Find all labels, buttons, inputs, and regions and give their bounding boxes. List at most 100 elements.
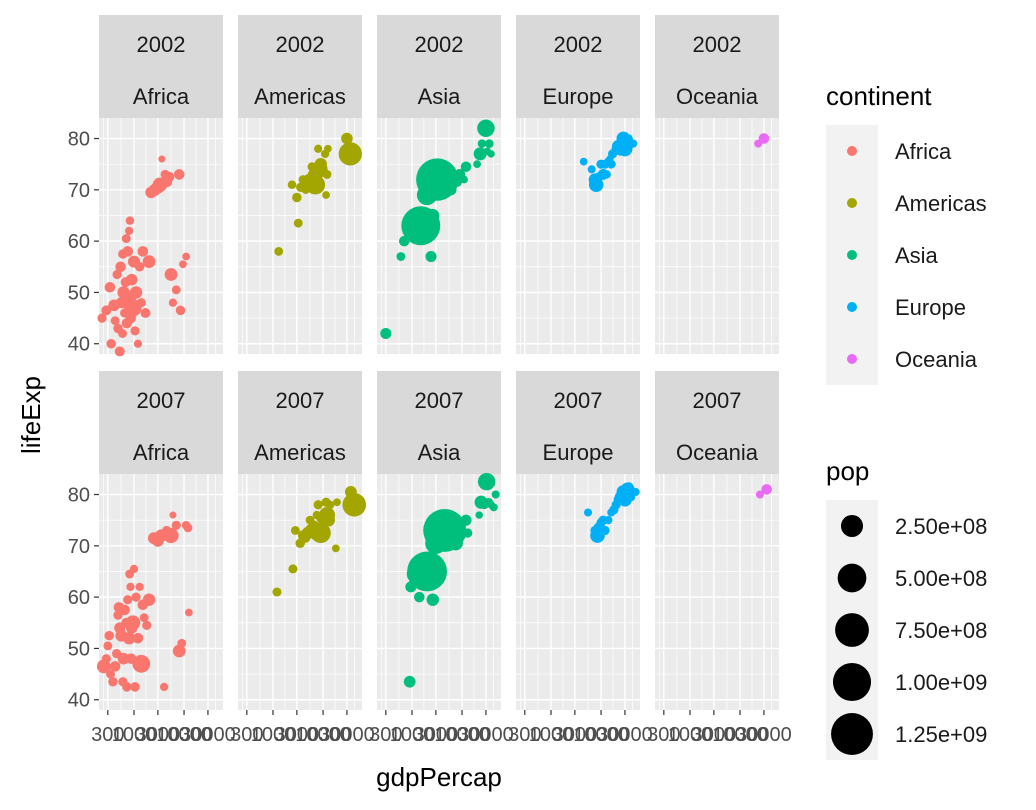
- facet-strip: [516, 15, 640, 118]
- facet-strip: [516, 371, 640, 474]
- data-point-americas: [317, 519, 329, 531]
- data-point-africa: [137, 246, 149, 257]
- facet-strip-continent: Oceania: [676, 440, 759, 465]
- legend-title-continent: continent: [826, 81, 932, 111]
- x-tick-label: 10000: [295, 724, 351, 746]
- facet-strip-continent: Asia: [418, 440, 462, 465]
- x-tick-label: 1000: [529, 724, 574, 746]
- data-point-asia: [475, 511, 483, 519]
- facet-strip: [99, 371, 223, 474]
- data-point-africa: [173, 169, 185, 180]
- data-point-asia: [450, 175, 459, 184]
- data-point-africa: [126, 582, 135, 592]
- data-point-americas: [293, 218, 303, 228]
- x-tick-label: 3000: [136, 724, 181, 746]
- panel-background: [516, 474, 640, 710]
- data-point-africa: [181, 521, 191, 530]
- legend-size-key: [835, 613, 869, 647]
- data-point-africa: [162, 525, 172, 536]
- data-point-americas: [288, 564, 298, 574]
- data-point-africa: [145, 186, 157, 199]
- data-point-africa: [109, 661, 121, 672]
- data-point-africa: [121, 234, 131, 244]
- data-point-asia: [491, 490, 500, 499]
- data-point-africa: [131, 592, 141, 602]
- data-point-oceania: [755, 490, 764, 499]
- data-point-europe: [600, 525, 610, 536]
- legend-label-americas: Americas: [895, 191, 987, 216]
- y-tick-label: 40: [68, 690, 90, 712]
- data-point-europe: [587, 165, 596, 174]
- data-point-africa: [139, 613, 149, 623]
- data-point-asia: [447, 535, 459, 547]
- panel-background: [99, 474, 223, 710]
- data-point-asia: [425, 250, 437, 263]
- data-point-europe: [594, 172, 604, 182]
- data-point-asia: [473, 160, 481, 169]
- x-tick-label: 10000: [573, 724, 629, 746]
- data-point-europe: [624, 482, 634, 492]
- data-point-asia: [473, 147, 487, 161]
- data-point-europe: [606, 155, 614, 163]
- legend-size-label: 7.50e+08: [895, 618, 987, 643]
- facet-panel-2007-oceania: 2007 Oceania: [655, 371, 779, 710]
- data-point-africa: [121, 617, 132, 628]
- x-tick-label: 30000: [319, 724, 375, 746]
- data-point-africa: [125, 216, 135, 225]
- data-point-africa: [129, 286, 143, 299]
- data-point-africa: [101, 305, 112, 316]
- legend-key-oceania: [847, 354, 857, 364]
- x-tick-label: 3000: [275, 724, 320, 746]
- legend-pop: pop 2.50e+08 5.00e+08 7.50e+08 1.00e+09 1.25e…: [826, 456, 987, 760]
- data-point-africa: [160, 169, 170, 180]
- data-point-americas: [310, 530, 320, 541]
- facet-strip: [99, 15, 223, 118]
- data-point-americas: [298, 175, 308, 185]
- data-point-asia: [403, 675, 416, 688]
- data-point-americas: [331, 544, 340, 553]
- data-point-africa: [172, 644, 186, 658]
- y-axis-title: lifeExp: [16, 376, 46, 454]
- x-tick-label: 10000: [156, 724, 212, 746]
- data-point-europe: [579, 157, 588, 166]
- facet-panel-2007-africa: 2007 Africa: [96, 371, 223, 710]
- x-axis-title: gdpPercap: [376, 762, 502, 792]
- facet-strip-year: 2007: [137, 388, 186, 413]
- data-point-asia: [445, 184, 457, 196]
- data-point-asia: [380, 327, 392, 340]
- data-point-africa: [120, 277, 131, 288]
- data-point-africa: [162, 177, 173, 188]
- data-point-africa: [158, 155, 166, 163]
- data-point-africa: [123, 595, 133, 605]
- x-tick-label: 300: [369, 724, 402, 746]
- data-point-europe: [629, 139, 638, 148]
- y-tick-label: 60: [68, 587, 90, 609]
- data-point-africa: [182, 252, 190, 261]
- data-point-americas: [290, 525, 300, 535]
- data-point-americas: [301, 533, 311, 543]
- data-point-africa: [164, 268, 178, 281]
- data-point-asia: [426, 593, 439, 606]
- data-point-asia: [487, 500, 495, 509]
- legend-key-americas: [847, 198, 857, 208]
- facet-strip: [238, 15, 362, 118]
- x-tick-label: 30000: [180, 724, 236, 746]
- x-tick-label: 30000: [597, 724, 653, 746]
- x-tick-label: 300: [508, 724, 541, 746]
- data-point-africa: [97, 313, 107, 323]
- data-point-africa: [118, 249, 128, 259]
- data-point-europe: [602, 170, 611, 179]
- data-point-americas: [305, 515, 315, 525]
- data-point-africa: [171, 285, 181, 295]
- data-point-asia: [408, 579, 419, 590]
- facet-panel-2002-americas: 2002 Americas: [238, 15, 362, 354]
- data-point-africa: [101, 654, 111, 664]
- facet-strip-year: 2002: [415, 32, 464, 57]
- data-point-americas: [341, 132, 353, 145]
- facet-strip-continent: Europe: [543, 84, 614, 109]
- facet-strip: [655, 371, 779, 474]
- data-point-asia: [426, 208, 440, 223]
- data-point-americas: [322, 191, 330, 199]
- data-point-africa: [169, 511, 177, 519]
